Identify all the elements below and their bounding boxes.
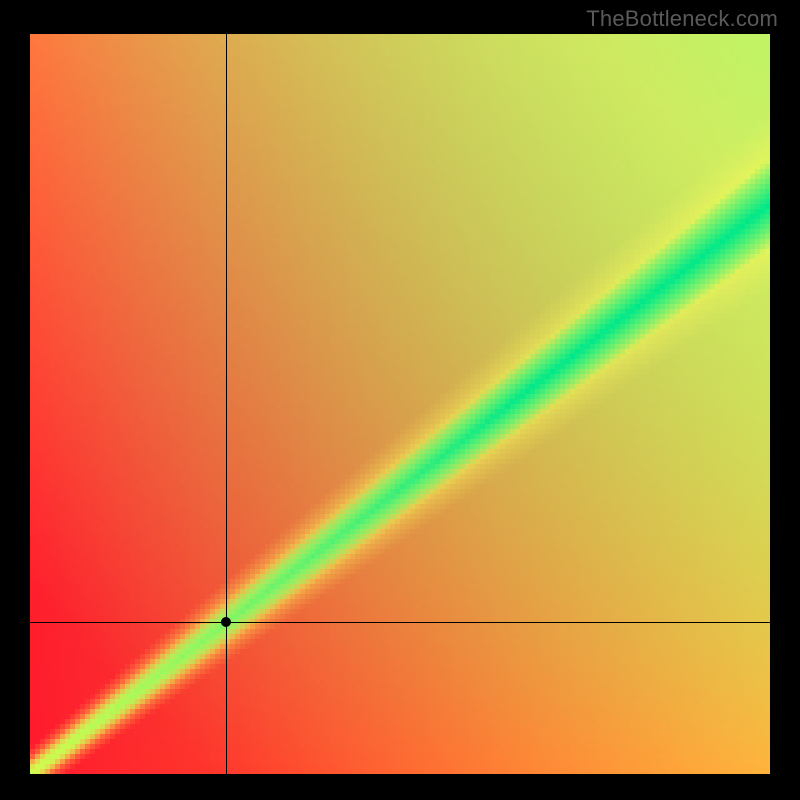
data-point-marker bbox=[221, 617, 231, 627]
crosshair-vertical bbox=[226, 34, 227, 774]
crosshair-horizontal bbox=[30, 622, 770, 623]
plot-area bbox=[30, 34, 770, 774]
heatmap-canvas bbox=[30, 34, 770, 774]
watermark-label: TheBottleneck.com bbox=[586, 6, 778, 32]
chart-container: TheBottleneck.com bbox=[0, 0, 800, 800]
